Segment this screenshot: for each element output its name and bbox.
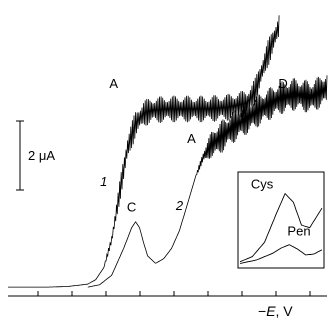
curve-label-2-3: 2 bbox=[175, 198, 184, 213]
curve-label-d-5: D bbox=[278, 76, 287, 91]
curve-label-c-2: C bbox=[127, 199, 136, 214]
x-axis-label-unit: , V bbox=[276, 303, 294, 319]
inset-frame bbox=[237, 171, 325, 269]
scale-bar-label: 2 μA bbox=[28, 148, 55, 163]
curve-label-a-0: A bbox=[109, 76, 118, 91]
current-scale-bar: 2 μA bbox=[16, 120, 55, 191]
curve-2 bbox=[87, 75, 328, 288]
inset-label-cys: Cys bbox=[251, 177, 274, 192]
inset-curve-cys bbox=[239, 192, 323, 263]
x-axis-label-sign: − bbox=[258, 303, 266, 319]
inset-curve-pen bbox=[239, 244, 323, 264]
inset-labels: Cys Pen bbox=[251, 177, 311, 239]
main-plot-area: A 1 C 2 A D bbox=[8, 15, 328, 297]
curves bbox=[8, 15, 328, 288]
inset-chart: Cys Pen bbox=[237, 171, 325, 269]
curve-label-a-4: A bbox=[187, 131, 196, 146]
x-axis-ticks bbox=[37, 291, 311, 296]
inset-label-pen: Pen bbox=[287, 223, 310, 238]
curve-1 bbox=[8, 15, 280, 288]
curve-label-1-1: 1 bbox=[100, 174, 107, 189]
inset-curves bbox=[239, 192, 323, 264]
x-axis-label-variable: E bbox=[266, 303, 276, 319]
x-axis-label: −E, V bbox=[258, 303, 293, 319]
curve-labels: A 1 C 2 A D bbox=[100, 76, 288, 214]
